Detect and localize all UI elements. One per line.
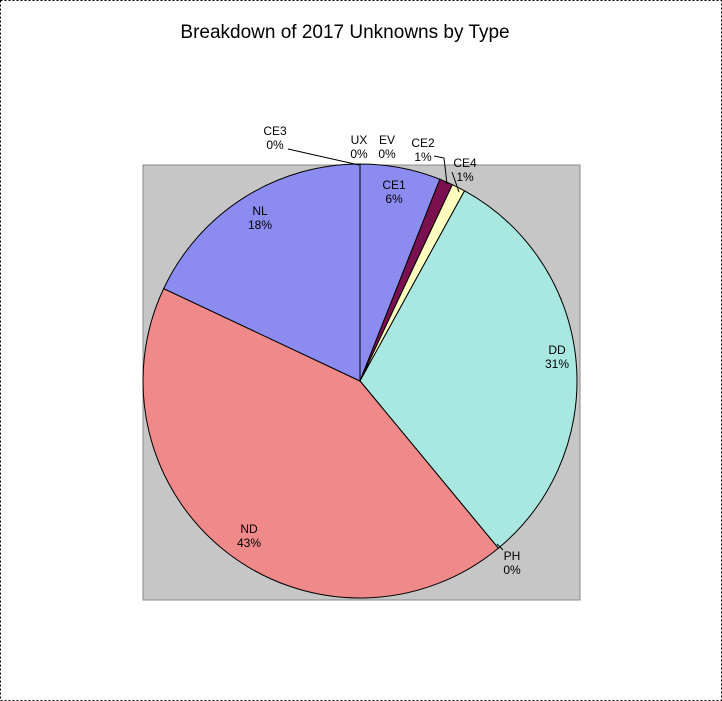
slice-label: ND	[240, 522, 258, 536]
value-label: 0%	[266, 138, 284, 152]
leader-line	[433, 155, 448, 185]
leader-line	[451, 171, 460, 193]
slice	[142, 287, 500, 599]
value-label: 0%	[350, 147, 368, 161]
slice-label: EV	[379, 133, 395, 147]
value-label: 0%	[503, 563, 521, 577]
value-label: 18%	[248, 218, 272, 232]
value-label: 43%	[237, 536, 261, 550]
slice	[162, 163, 361, 382]
slice-label: CE2	[411, 136, 435, 150]
chart-title: Breakdown of 2017 Unknowns by Type	[180, 22, 509, 43]
slice-label: CE1	[382, 178, 406, 192]
slice-label: CE3	[263, 124, 287, 138]
slice-label: UX	[351, 133, 368, 147]
slice-label: CE4	[453, 156, 477, 170]
slice	[359, 190, 578, 549]
slice-label: DD	[548, 343, 566, 357]
value-label: 31%	[545, 357, 569, 371]
value-label: 6%	[385, 192, 403, 206]
value-label: 1%	[456, 170, 474, 184]
slice-label: NL	[252, 204, 268, 218]
value-label: 1%	[414, 150, 432, 164]
slice-label: PH	[504, 549, 521, 563]
pie	[142, 163, 578, 599]
value-label: 0%	[378, 147, 396, 161]
leader-line	[287, 148, 360, 166]
leader-line	[496, 543, 504, 551]
